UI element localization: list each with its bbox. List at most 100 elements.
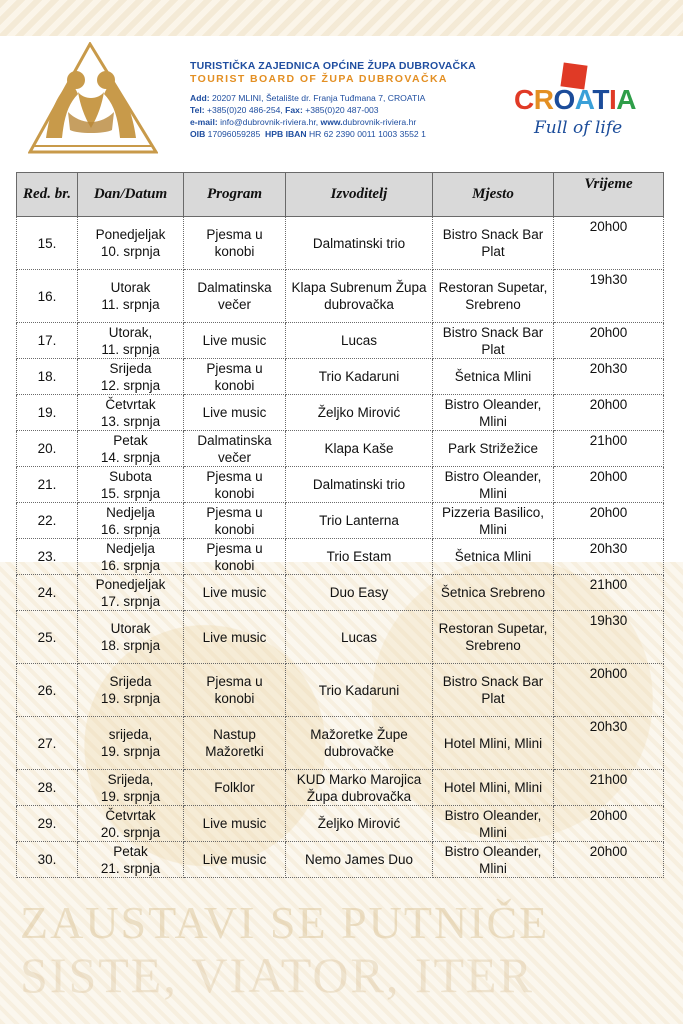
cell-day: Srijeda	[109, 674, 152, 689]
iban-text: HR 62 2390 0011 1003 3552 1	[308, 129, 426, 139]
cell-place: Šetnica Mlini	[432, 358, 554, 395]
cell-performer: Klapa Kaše	[285, 430, 433, 467]
cell-date: srijeda, 19. srpnja	[77, 716, 184, 770]
cell-time: 20h30	[553, 358, 664, 395]
cell-place: Bistro Snack Bar Plat	[432, 216, 554, 270]
cell-performer: Dalmatinski trio	[285, 466, 433, 503]
watermark-line-1: ZAUSTAVI SE PUTNIČE	[20, 897, 550, 948]
cell-program: Dalmatinska večer	[183, 269, 286, 323]
cell-date: Srijeda, 19. srpnja	[77, 769, 184, 806]
cell-program: Pjesma u konobi	[183, 466, 286, 503]
cell-date-text: 17. srpnja	[100, 593, 161, 609]
table-row: 18. Srijeda 12. srpnja Pjesma u konobi Trio …	[16, 358, 664, 395]
fax-label: Fax:	[285, 105, 303, 115]
cell-date-text: 14. srpnja	[100, 449, 161, 465]
cell-number: 24.	[16, 574, 78, 611]
cell-date: Utorak 18. srpnja	[77, 610, 184, 664]
cell-day: Utorak	[110, 280, 151, 295]
cell-performer: Trio Kadaruni	[285, 358, 433, 395]
cell-program: Live music	[183, 610, 286, 664]
cell-program: Nastup Mažoretki	[183, 716, 286, 770]
cell-program: Pjesma u konobi	[183, 663, 286, 717]
cell-performer: Trio Kadaruni	[285, 663, 433, 717]
cell-date-text: 19. srpnja	[100, 788, 161, 804]
cell-day: srijeda,	[108, 727, 153, 742]
cell-number: 25.	[16, 610, 78, 664]
cell-date-text: 11. srpnja	[101, 297, 160, 312]
cell-time: 20h00	[553, 805, 664, 842]
col-header-date: Dan/Datum	[77, 172, 184, 217]
address-label: Add:	[190, 93, 210, 103]
table-row: 16. Utorak 11. srpnja Dalmatinska večer Klap…	[16, 269, 664, 323]
tel-text: +385(0)20 486-254,	[207, 105, 283, 115]
cell-place: Hotel Mlini, Mlini	[432, 716, 554, 770]
cell-day: Četvrtak	[105, 807, 156, 823]
cell-performer: Mažoretke Župe dubrovačke	[285, 716, 433, 770]
contact-line: e-mail: info@dubrovnik-riviera.hr, www.d…	[190, 117, 500, 127]
croatia-logo-letter: R	[533, 84, 554, 115]
cell-time: 20h00	[553, 394, 664, 431]
table-row: 29. Četvrtak 20. srpnja Live music Željko Mi…	[16, 805, 664, 842]
cell-time: 20h00	[553, 466, 664, 503]
cell-performer: Lucas	[285, 322, 433, 359]
cell-number: 17.	[16, 322, 78, 359]
watermark-line-2: SISTE, VIATOR, ITER	[20, 947, 534, 1003]
table-row: 28. Srijeda, 19. srpnja Folklor KUD Marko Ma…	[16, 769, 664, 806]
cell-performer: Željko Mirović	[285, 805, 433, 842]
cell-date-text: 13. srpnja	[100, 413, 161, 429]
cell-date-text: 19. srpnja	[100, 744, 161, 759]
croatia-logo-letter: C	[514, 84, 534, 115]
table-row: 30. Petak 21. srpnja Live music Nemo James D…	[16, 841, 664, 878]
cell-place: Hotel Mlini, Mlini	[432, 769, 554, 806]
col-header-program: Program	[183, 172, 286, 217]
croatia-logo-letter: T	[592, 84, 610, 115]
cell-number: 21.	[16, 466, 78, 503]
cell-performer: KUD Marko Marojica Župa dubrovačka	[285, 769, 433, 806]
bank-line: OIB 17096059285 HPB IBAN HR 62 2390 0011…	[190, 129, 500, 139]
cell-day: Četvrtak	[105, 396, 156, 412]
cell-performer: Nemo James Duo	[285, 841, 433, 878]
cell-program: Live music	[183, 322, 286, 359]
cell-performer: Duo Easy	[285, 574, 433, 611]
table-row: 26. Srijeda 19. srpnja Pjesma u konobi Trio …	[16, 663, 664, 717]
cell-day: Ponedjeljak	[95, 576, 166, 592]
email-link[interactable]: info@dubrovnik-riviera.hr,	[220, 117, 319, 127]
tourist-board-logo-icon	[28, 42, 158, 154]
croatia-logo-letter: A	[616, 84, 637, 115]
croatia-logo-slogan: Full of life	[534, 118, 623, 138]
cell-date: Srijeda 12. srpnja	[77, 358, 184, 395]
table-header-row: Red. br. Dan/Datum Program Izvoditelj Mj…	[16, 172, 664, 217]
website-link[interactable]: dubrovnik-riviera.hr	[342, 117, 417, 127]
cell-time: 21h00	[553, 430, 664, 467]
cell-performer: Željko Mirović	[285, 394, 433, 431]
croatia-logo-letter: I	[609, 84, 617, 115]
cell-time: 19h30	[553, 610, 664, 664]
cell-program: Pjesma u konobi	[183, 538, 286, 575]
cell-program: Live music	[183, 394, 286, 431]
address-line: Add: 20207 MLINI, Šetalište dr. Franja T…	[190, 93, 500, 103]
cell-program: Pjesma u konobi	[183, 216, 286, 270]
cell-date-text: 20. srpnja	[100, 824, 161, 840]
cell-day: Petak	[113, 432, 148, 448]
cell-date-text: 19. srpnja	[100, 691, 161, 706]
cell-performer: Trio Lanterna	[285, 502, 433, 539]
croatia-full-of-life-logo: CROATIA Full of life	[512, 62, 652, 147]
web-prefix: www.	[320, 117, 343, 127]
cell-number: 27.	[16, 716, 78, 770]
table-row: 21. Subota 15. srpnja Pjesma u konobi Dalmat…	[16, 466, 664, 503]
col-header-time: Vrijeme	[553, 172, 664, 217]
table-row: 19. Četvrtak 13. srpnja Live music Željko Mi…	[16, 394, 664, 431]
cell-date: Četvrtak 13. srpnja	[77, 394, 184, 431]
cell-time: 20h00	[553, 663, 664, 717]
cell-number: 22.	[16, 502, 78, 539]
decorative-top-border	[0, 0, 683, 40]
cell-place: Šetnica Mlini	[432, 538, 554, 575]
email-label: e-mail:	[190, 117, 218, 127]
cell-date: Utorak 11. srpnja	[77, 269, 184, 323]
cell-date-text: 12. srpnja	[100, 377, 161, 393]
cell-number: 20.	[16, 430, 78, 467]
cell-date-text: 18. srpnja	[100, 638, 161, 653]
cell-performer: Dalmatinski trio	[285, 216, 433, 270]
cell-date: Subota 15. srpnja	[77, 466, 184, 503]
cell-number: 16.	[16, 269, 78, 323]
